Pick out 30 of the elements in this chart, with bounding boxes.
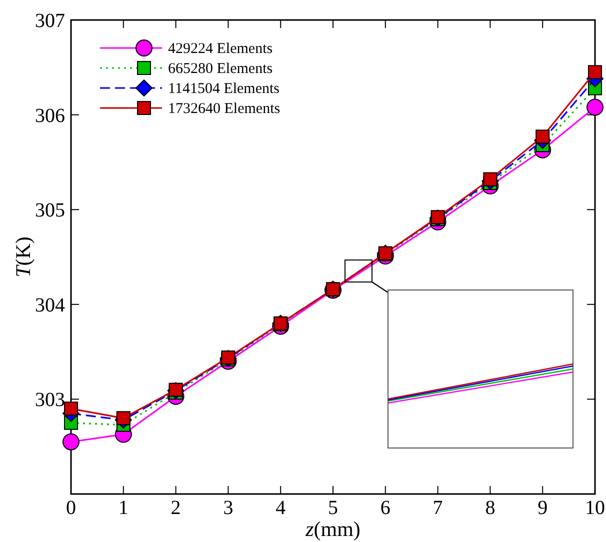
y-tick-label: 303 <box>35 389 65 412</box>
y-axis-title: T(K) <box>11 236 35 278</box>
point <box>588 65 602 80</box>
point <box>168 382 183 397</box>
x-tick-label: 7 <box>432 497 443 519</box>
legend-label: 1141504 Elements <box>168 81 280 97</box>
legend-label: 429224 Elements <box>168 41 273 57</box>
y-tick-label: 306 <box>35 104 65 127</box>
y-tick-label: 304 <box>35 294 65 316</box>
x-tick-label: 4 <box>276 497 286 519</box>
y-tick-label: 305 <box>35 200 65 222</box>
legend-label: 1732640 Elements <box>168 101 280 117</box>
point <box>483 172 498 186</box>
x-tick-label: 2 <box>170 497 181 519</box>
x-tick-label: 1 <box>118 497 128 519</box>
x-tick-label: 3 <box>223 497 234 519</box>
point <box>536 130 550 144</box>
point <box>586 98 604 116</box>
y-tick-label: 307 <box>35 10 65 32</box>
point <box>64 402 78 416</box>
x-tick-label: 5 <box>328 497 338 519</box>
x-tick-label: 6 <box>380 497 390 519</box>
point <box>62 433 80 450</box>
legend-label: 665280 Elements <box>168 61 273 77</box>
x-tick-label: 0 <box>66 497 76 519</box>
point <box>116 411 130 426</box>
x-tick-label: 8 <box>485 497 496 519</box>
x-axis-title: z(mm) <box>304 517 360 541</box>
x-tick-label: 10 <box>585 497 605 519</box>
x-tick-label: 9 <box>538 497 548 519</box>
